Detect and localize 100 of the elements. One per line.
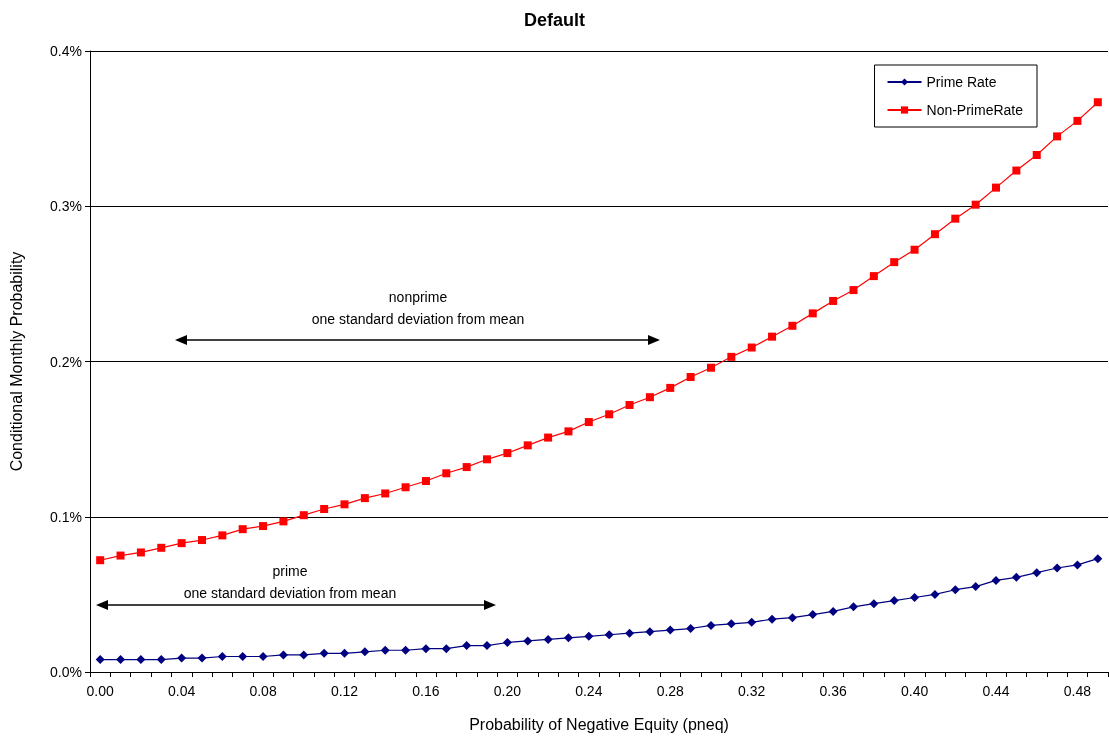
chart-title: Default [523, 10, 586, 30]
point [849, 602, 858, 612]
x-tick-label: 0.04 [167, 683, 196, 699]
point [116, 551, 125, 560]
y-axis-title: Conditional Monthly Probability [7, 251, 25, 472]
point [360, 647, 370, 657]
point [666, 383, 675, 392]
point [544, 433, 553, 442]
point [442, 469, 451, 478]
point [889, 596, 899, 606]
point [910, 245, 919, 254]
point [238, 525, 247, 534]
point [971, 200, 980, 209]
point [483, 455, 492, 464]
x-tick-label: 0.44 [982, 683, 1010, 699]
point [482, 641, 492, 651]
point [930, 230, 939, 239]
point [421, 644, 431, 654]
y-tick-label: 0.0% [50, 664, 82, 680]
point [625, 400, 634, 409]
point [96, 556, 105, 565]
point [299, 650, 309, 660]
point [543, 634, 553, 644]
point [849, 286, 858, 295]
x-tick-label: 0.16 [412, 683, 440, 699]
point [259, 522, 268, 531]
point [177, 539, 186, 548]
point [563, 633, 573, 643]
point [462, 641, 472, 651]
point [462, 463, 471, 472]
point [584, 418, 593, 427]
point [238, 651, 248, 661]
x-axis-title: Probability of Negative Equity (pneq) [469, 715, 729, 733]
point [808, 309, 817, 318]
annotation: prime one standard deviation from mean [182, 562, 398, 603]
point [951, 214, 960, 223]
point [584, 631, 594, 641]
point [1011, 572, 1021, 582]
point [360, 494, 369, 503]
point [258, 651, 268, 661]
point [1093, 554, 1103, 564]
point [197, 653, 207, 663]
point [401, 483, 410, 492]
point [320, 504, 329, 513]
point [177, 653, 187, 663]
point [726, 619, 736, 629]
point [686, 373, 695, 382]
point [910, 592, 920, 602]
y-tick-label: 0.3% [50, 198, 82, 215]
point [278, 650, 288, 660]
point [523, 636, 533, 646]
x-tick-label: 0.40 [900, 683, 929, 699]
point [665, 625, 675, 635]
x-tick-label: 0.48 [1063, 683, 1092, 699]
point [523, 441, 532, 450]
point [564, 427, 573, 436]
x-tick-label: 0.32 [738, 683, 766, 699]
point [829, 296, 838, 305]
x-tick-label: 0.24 [575, 683, 603, 699]
point [95, 655, 105, 665]
point [197, 536, 206, 545]
point [788, 321, 797, 330]
point [157, 543, 166, 552]
point [991, 575, 1001, 585]
point [421, 477, 430, 486]
point [645, 627, 655, 637]
point [605, 410, 614, 419]
point [869, 599, 879, 609]
point [340, 648, 349, 658]
point [380, 645, 390, 655]
point [767, 614, 777, 624]
point [1093, 98, 1102, 107]
x-tick-label: 0.00 [86, 683, 115, 699]
point [971, 582, 981, 592]
point [706, 363, 715, 372]
point [930, 589, 940, 599]
legend-label: Prime Rate [926, 74, 997, 90]
point [116, 655, 126, 665]
point [950, 585, 960, 595]
x-tick-label: 0.08 [249, 683, 277, 699]
annotation: nonprime one standard deviation from mean [310, 288, 526, 329]
point [727, 352, 736, 361]
point [381, 489, 390, 498]
point [503, 449, 512, 458]
point [1073, 116, 1082, 125]
y-tick-label: 0.1% [50, 508, 82, 525]
x-tick-label: 0.12 [330, 683, 359, 699]
point [1053, 132, 1062, 141]
point [706, 620, 716, 630]
point [1032, 568, 1042, 578]
point [787, 613, 797, 623]
point [136, 548, 145, 557]
point [401, 645, 411, 655]
x-tick-label: 0.28 [656, 683, 685, 699]
y-tick-label: 0.4% [50, 43, 82, 59]
point [890, 258, 899, 267]
x-tick-label: 0.20 [493, 683, 522, 699]
point [625, 628, 635, 638]
point [217, 651, 227, 661]
point [1012, 166, 1021, 175]
